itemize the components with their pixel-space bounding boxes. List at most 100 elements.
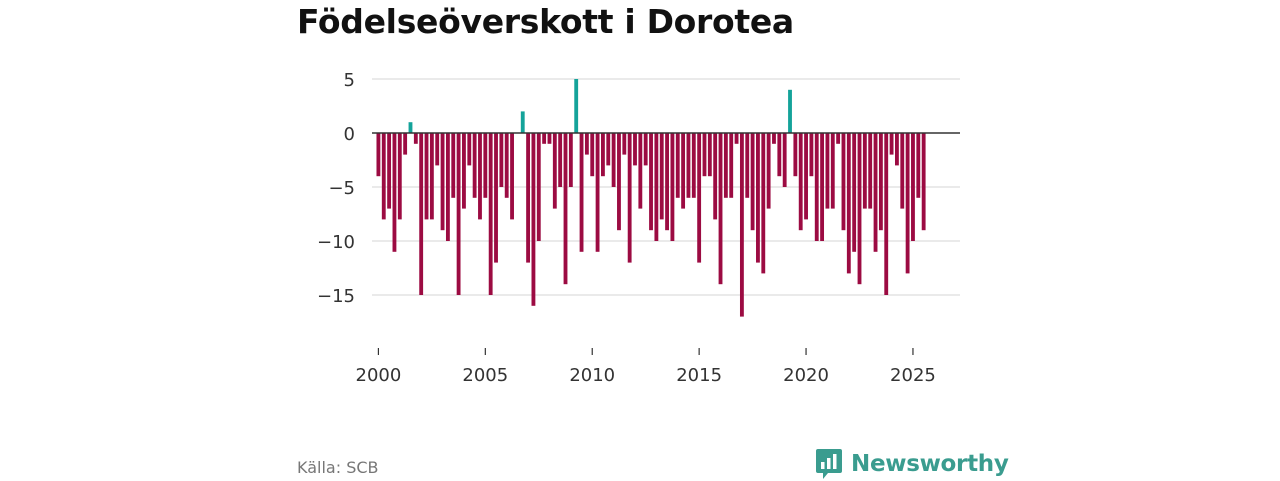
- bar: [916, 133, 921, 198]
- bar: [536, 133, 541, 241]
- y-tick-label: −15: [317, 286, 355, 307]
- bar: [429, 133, 434, 220]
- bar: [804, 133, 808, 220]
- bar: [467, 133, 472, 166]
- bar: [900, 133, 905, 209]
- x-tick-label: 2025: [890, 365, 936, 386]
- bar: [547, 133, 552, 144]
- bar: [739, 133, 744, 317]
- bar: [526, 133, 531, 263]
- bar: [761, 133, 766, 274]
- bar: [857, 133, 862, 285]
- source-label: Källa: SCB: [297, 458, 379, 477]
- bar: [590, 133, 595, 177]
- bar: [745, 133, 750, 198]
- bar: [617, 133, 621, 231]
- bar: [756, 133, 760, 263]
- bar: [435, 133, 440, 166]
- bar: [654, 133, 659, 241]
- bar: [809, 133, 814, 177]
- bar: [472, 133, 477, 198]
- bar: [911, 133, 915, 241]
- bar: [852, 133, 857, 252]
- chart-title: Födelseöverskott i Dorotea: [297, 2, 794, 41]
- y-tick-label: −10: [317, 232, 355, 253]
- y-axis-ticks: 5 0 −5 −10 −15: [317, 70, 355, 307]
- bar: [894, 133, 899, 166]
- bar: [456, 133, 461, 295]
- bar: [718, 133, 723, 285]
- bar: [723, 133, 728, 198]
- x-tick-label: 2010: [569, 365, 615, 386]
- bar: [478, 133, 482, 220]
- bar: [670, 133, 675, 241]
- brand-name: Newsworthy: [851, 451, 1009, 477]
- chart-area: 5 0 −5 −10 −15 2000 2005 2010 2015 2020 2025: [317, 70, 960, 386]
- bar: [451, 133, 456, 198]
- y-tick-label: −5: [328, 178, 355, 199]
- bar: [713, 133, 718, 220]
- bar: [675, 133, 680, 198]
- bar: [574, 79, 579, 133]
- bar: [734, 133, 739, 144]
- bar: [387, 133, 392, 209]
- y-tick-label: 0: [344, 124, 355, 145]
- bar: [649, 133, 653, 231]
- bar: [884, 133, 889, 295]
- bar: [643, 133, 648, 166]
- bar: [633, 133, 637, 166]
- bar: [520, 111, 525, 133]
- bar: [611, 133, 616, 187]
- bar: [413, 133, 418, 144]
- bar: [665, 133, 669, 231]
- bar: [531, 133, 536, 306]
- bar: [403, 133, 408, 155]
- bar: [729, 133, 734, 198]
- bar: [820, 133, 825, 241]
- bar: [552, 133, 557, 209]
- bar: [558, 133, 563, 187]
- bar: [424, 133, 429, 220]
- bar: [627, 133, 632, 263]
- brand-logo: Newsworthy: [815, 447, 1009, 481]
- bar: [798, 133, 803, 231]
- bar: [622, 133, 627, 155]
- bar: [579, 133, 584, 252]
- bar: [381, 133, 386, 220]
- bar: [862, 133, 867, 209]
- bar: [921, 133, 926, 231]
- bar: [846, 133, 851, 274]
- x-axis-ticks: 2000 2005 2010 2015 2020 2025: [356, 348, 936, 386]
- bar: [905, 133, 910, 274]
- bar: [782, 133, 787, 187]
- bar: [595, 133, 600, 252]
- bar: [483, 133, 488, 198]
- x-tick-label: 2020: [783, 365, 829, 386]
- bar: [873, 133, 878, 252]
- bar: [766, 133, 771, 209]
- bar: [510, 133, 514, 220]
- bar: [440, 133, 445, 231]
- bar: [376, 133, 381, 177]
- bar: [691, 133, 696, 198]
- bar: [488, 133, 493, 295]
- bar: [686, 133, 691, 198]
- x-tick-label: 2015: [676, 365, 722, 386]
- bar: [841, 133, 846, 231]
- bar: [563, 133, 568, 285]
- bar: [606, 133, 611, 166]
- bar: [697, 133, 702, 263]
- bar: [878, 133, 883, 231]
- bar: [830, 133, 835, 209]
- bar: [777, 133, 782, 177]
- bar: [814, 133, 819, 241]
- bar: [702, 133, 707, 177]
- bar: [659, 133, 664, 220]
- bar: [772, 133, 776, 144]
- bar: [638, 133, 643, 209]
- bar: [889, 133, 894, 155]
- bar: [445, 133, 450, 241]
- bar: [793, 133, 798, 177]
- x-tick-label: 2000: [356, 365, 402, 386]
- bar: [681, 133, 686, 209]
